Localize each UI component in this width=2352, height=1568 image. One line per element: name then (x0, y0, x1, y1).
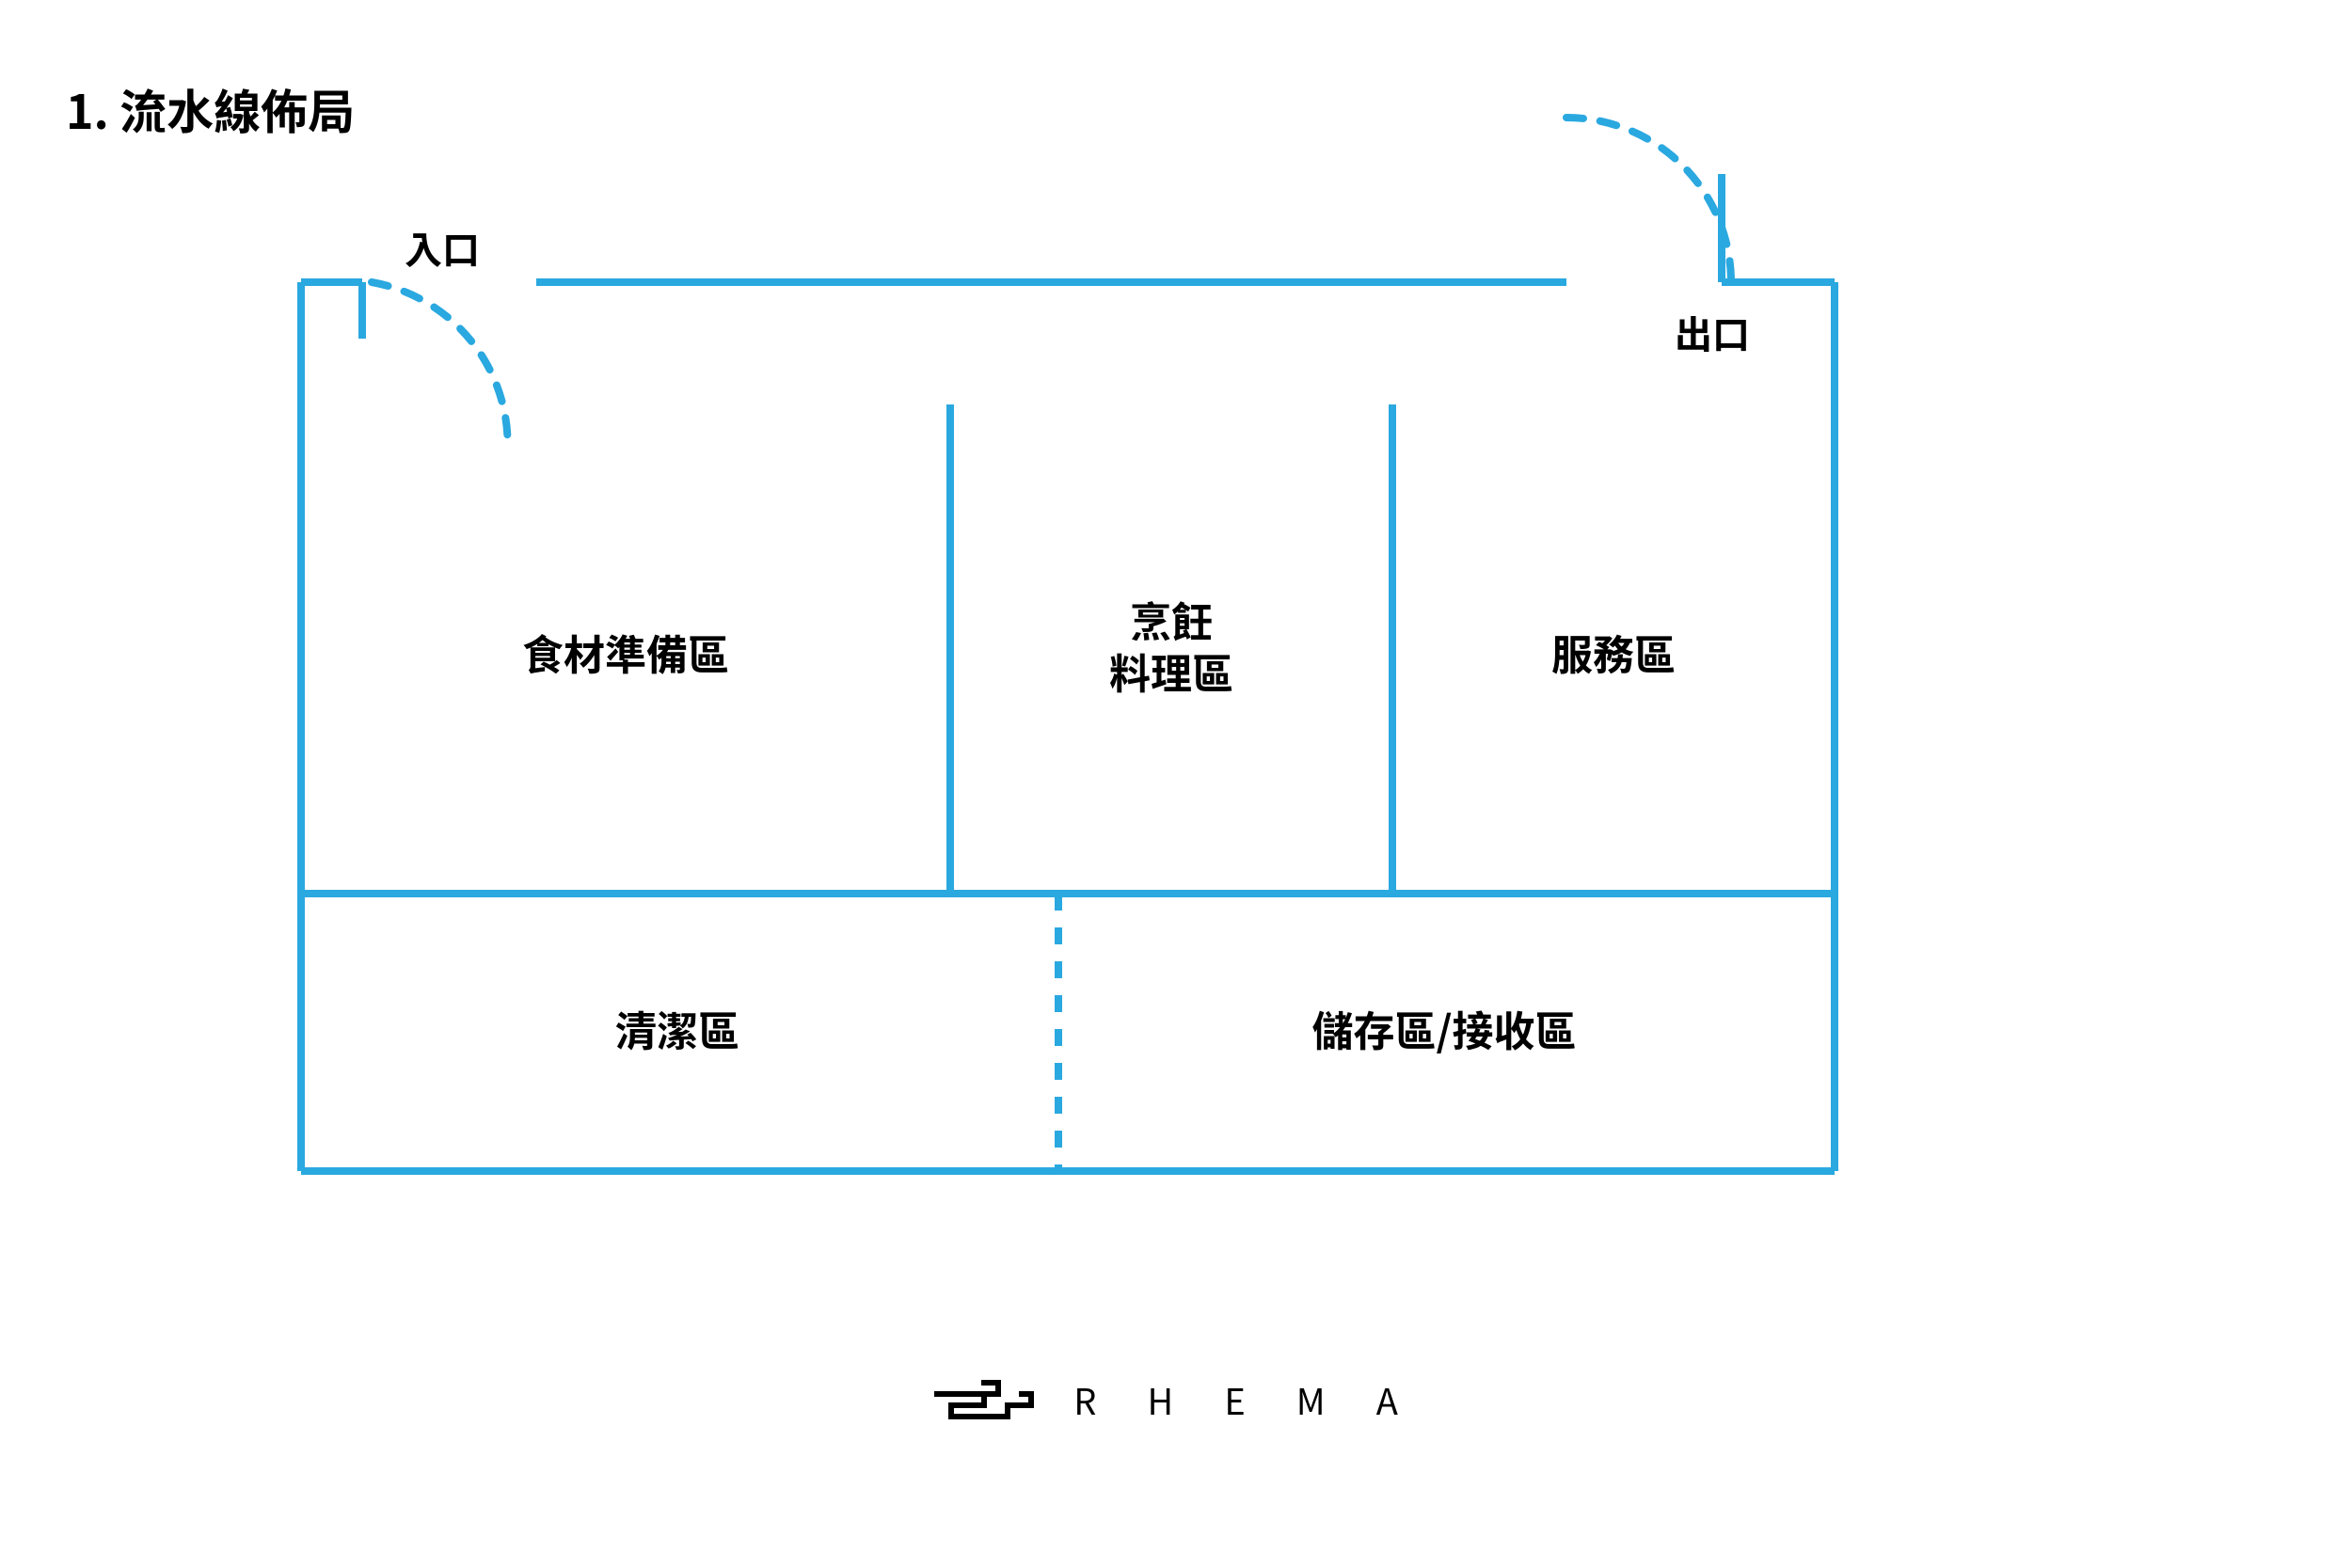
zone-label-storage: 儲存區/接收區 (1311, 998, 1576, 1058)
entrance-label: 入口 (405, 220, 480, 275)
exit-label: 出口 (1675, 305, 1750, 359)
brand-name: R H E M A (1073, 1373, 1419, 1425)
floorplan-diagram: 入口出口食材準備區烹飪料理區服務區清潔區儲存區/接收區 (0, 0, 2352, 1568)
zone-label-service: 服務區 (1551, 622, 1676, 682)
zone-label-prep: 食材準備區 (522, 622, 729, 682)
zone-label-cook2: 料理區 (1109, 641, 1233, 701)
footer: R H E M A (0, 1373, 2352, 1433)
page: 1. 流水線佈局 入口出口食材準備區烹飪料理區服務區清潔區儲存區/接收區 R H… (0, 0, 2352, 1568)
brand-logo-icon (932, 1377, 1036, 1422)
zone-label-clean: 清潔區 (615, 998, 739, 1058)
